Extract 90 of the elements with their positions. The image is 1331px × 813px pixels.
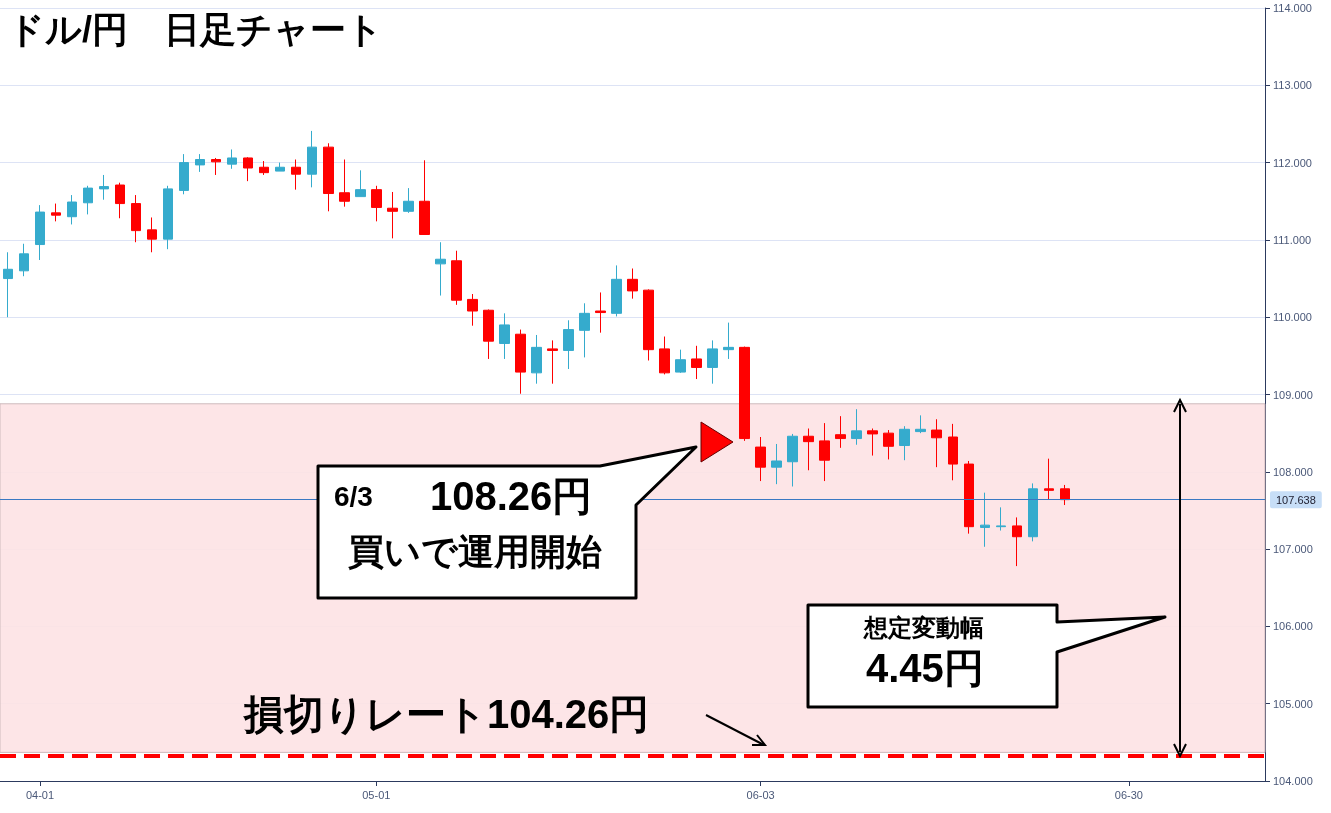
candlestick [531,334,542,385]
candlestick [643,288,654,361]
y-tick-label: 113.000 [1273,79,1312,92]
ref-line-label: 107.638 [1276,493,1316,506]
candlestick [1012,516,1022,567]
candlestick [99,174,109,201]
y-tick-label: 114.000 [1273,2,1312,14]
candlestick [467,293,478,327]
candlestick [419,159,430,235]
y-tick-label: 111.000 [1273,233,1312,246]
candlestick [483,308,494,360]
candlestick [179,153,189,195]
candlestick [595,291,606,334]
candlestick [627,268,638,300]
candlestick [371,185,382,222]
candlestick [899,425,910,461]
candlestick [611,264,622,317]
annotation: 買いで運用開始 [348,530,602,574]
candlestick [739,346,750,442]
candlestick [451,250,462,306]
candlestick [51,203,61,222]
annotation: 損切りレート104.26円 [244,691,650,738]
candlestick [851,408,862,446]
candlestick [579,302,590,358]
candlestick [771,443,782,485]
candlestick [883,429,894,460]
candlestick [275,162,285,172]
candlestick [948,423,958,481]
candlestick [243,156,253,182]
candlestick [19,243,29,277]
candlestick [435,241,446,297]
candlestick [1060,484,1070,506]
candlestick [339,159,350,208]
x-tick-label: 05-01 [362,788,391,801]
candlestick [931,418,942,468]
y-tick-label: 108.000 [1273,465,1313,478]
candlestick [83,185,93,215]
candlestick [115,182,125,219]
y-tick-label: 109.000 [1273,388,1313,401]
candlestick [211,157,221,176]
candlestick [67,194,77,225]
candlestick [35,204,45,261]
y-tick-label: 112.000 [1273,156,1312,169]
candlestick [996,506,1006,532]
y-tick-label: 105.000 [1273,697,1313,710]
candlestick [707,339,718,385]
chart-title: ドル/円 日足チャート [8,8,384,52]
y-tick-label: 106.000 [1273,620,1313,633]
candlestick [515,329,526,395]
candlestick [291,159,301,191]
candlestick [980,492,990,548]
candlestick [131,194,141,243]
annotation: 6/3 [334,480,373,514]
candlestick [1028,482,1038,542]
candlestick [387,191,398,239]
candlestick [755,436,766,482]
candlestick [691,345,702,380]
candlestick [403,187,414,214]
y-tick-label: 110.000 [1273,311,1312,324]
candlestick [1044,458,1054,501]
candlestick [147,216,157,253]
candlestick [659,336,670,375]
x-tick-label: 06-03 [746,788,775,801]
y-tick-label: 104.000 [1273,775,1313,787]
annotation: 想定変動幅 [864,614,984,643]
candlestick [227,148,237,170]
candlestick [259,160,269,176]
candlestick [867,428,878,457]
candlestick [355,169,366,198]
candlestick [803,428,814,471]
x-tick-label: 06-30 [1114,788,1143,801]
candlestick [787,433,798,487]
candlestick [819,422,830,482]
y-tick-label: 107.000 [1273,543,1313,556]
candlestick [307,130,317,188]
candlestick [3,251,13,318]
candlestick [964,460,974,535]
annotation: 4.45円 [866,645,984,692]
candlestick [835,415,846,449]
candlestick [675,349,686,374]
candlestick [163,185,173,250]
x-tick-label: 04-01 [25,788,55,801]
candlestick [323,142,334,212]
candlestick [499,312,510,360]
candlestick [195,153,205,173]
candlestick [915,414,926,434]
candlestick [723,322,734,360]
candlestick [547,339,558,385]
annotation: 108.26円 [430,473,593,520]
candlestick [563,319,574,370]
